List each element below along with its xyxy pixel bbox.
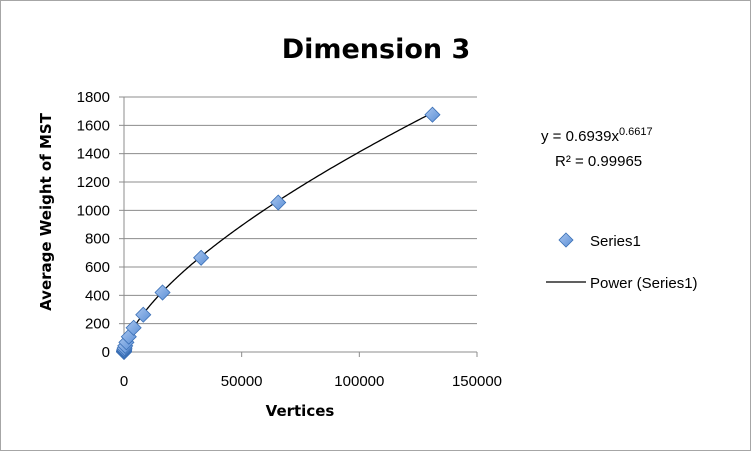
legend-power-label: Power (Series1): [590, 275, 698, 292]
data-point: [135, 306, 152, 323]
legend-item-power-series1: Power (Series1): [546, 275, 698, 292]
gridlines: [124, 96, 477, 325]
data-point: [193, 249, 210, 266]
x-tick-labels: 0 50000 100000 150000: [120, 373, 502, 390]
data-point: [424, 106, 441, 123]
r-squared: R² = 0.99965: [555, 153, 642, 170]
x-tick-label: 100000: [334, 373, 384, 390]
y-tick-label: 0: [102, 344, 110, 361]
y-tick-label: 1600: [77, 117, 110, 134]
equation-exponent: 0.6617: [619, 126, 653, 138]
equation-base: y = 0.6939x: [541, 128, 619, 145]
legend-diamond-marker: [558, 232, 574, 248]
y-tick-label: 1200: [77, 174, 110, 191]
legend: Series1 Power (Series1): [546, 232, 698, 292]
data-point: [154, 284, 171, 301]
power-trendline: [123, 112, 433, 352]
chart-title: Dimension 3: [282, 34, 471, 65]
series1-points: [115, 106, 441, 360]
trendline-equation: y = 0.6939x0.6617 R² = 0.99965: [541, 126, 653, 170]
y-tick-label: 400: [85, 287, 110, 304]
y-tick-label: 800: [85, 231, 110, 248]
legend-series1-label: Series1: [590, 233, 641, 250]
y-tick-label: 1800: [77, 89, 110, 106]
y-tick-label: 1000: [77, 202, 110, 219]
y-tick-label: 600: [85, 259, 110, 276]
x-tick-label: 50000: [221, 373, 263, 390]
data-point: [125, 319, 142, 336]
svg-text:y = 0.6939x0.6617: y = 0.6939x0.6617: [541, 126, 653, 145]
axes: [119, 96, 478, 357]
y-tick-label: 1400: [77, 146, 110, 163]
x-axis-title: Vertices: [266, 402, 335, 420]
legend-item-series1: Series1: [558, 232, 641, 250]
y-tick-labels: 0 200 400 600 800 1000 1200 1400 1600 1800: [77, 89, 110, 361]
y-tick-label: 200: [85, 316, 110, 333]
x-tick-label: 150000: [452, 373, 502, 390]
y-axis-title: Average Weight of MST: [37, 112, 55, 311]
x-tick-label: 0: [120, 373, 128, 390]
data-point: [270, 194, 287, 211]
